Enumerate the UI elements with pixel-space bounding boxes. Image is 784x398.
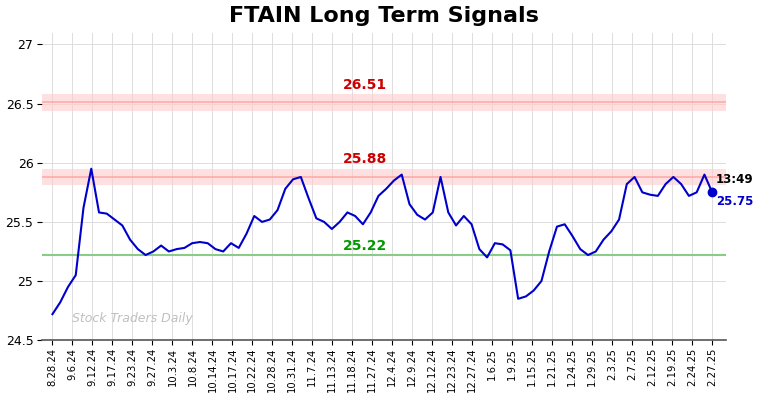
Bar (42, 169, 726, 185)
Text: 26.51: 26.51 (343, 78, 387, 92)
Text: 13:49: 13:49 (717, 174, 753, 186)
Text: 25.75: 25.75 (717, 195, 753, 208)
Text: Stock Traders Daily: Stock Traders Daily (72, 312, 193, 325)
Title: FTAIN Long Term Signals: FTAIN Long Term Signals (230, 6, 539, 25)
Text: 25.88: 25.88 (343, 152, 387, 166)
Bar (42, 94, 726, 111)
Text: 25.22: 25.22 (343, 239, 387, 253)
